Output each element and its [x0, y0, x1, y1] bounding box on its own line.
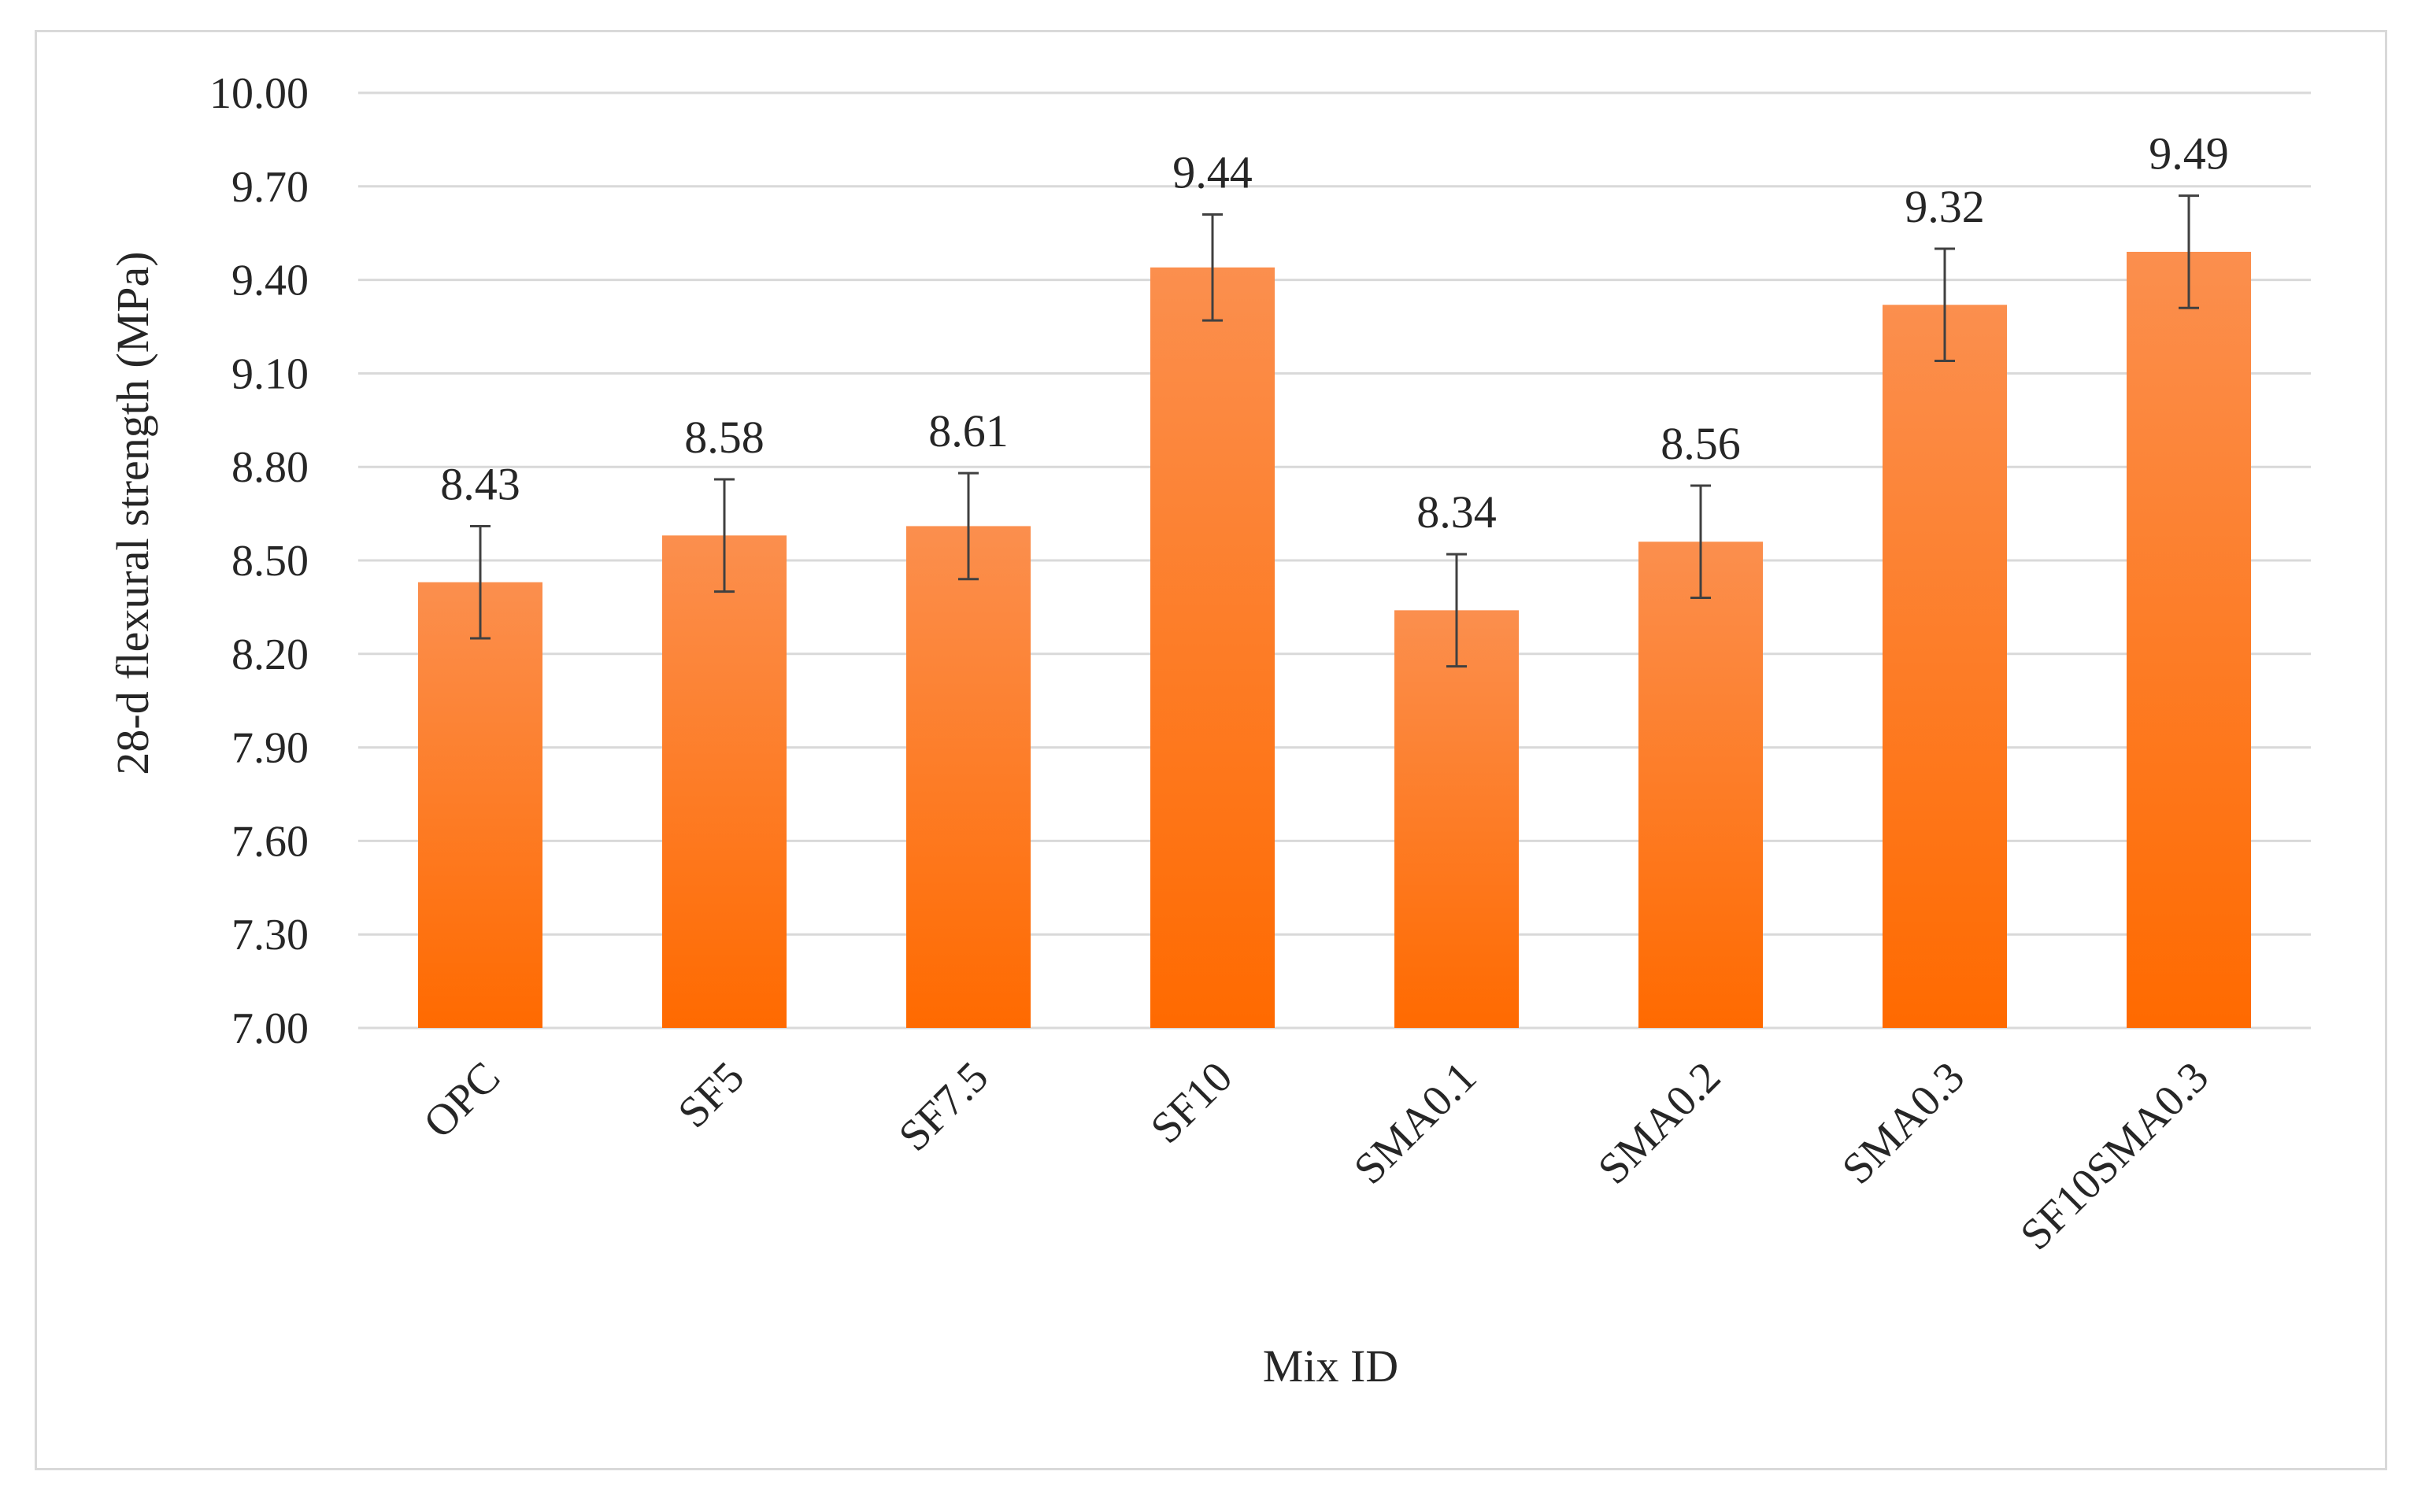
- bar-sma0-3: [1883, 305, 2007, 1028]
- error-bar: [1202, 213, 1223, 322]
- y-tick-label: 8.20: [231, 630, 309, 679]
- x-tick-label: SF10SMA0.3: [2011, 1052, 2218, 1259]
- data-label: 8.61: [928, 405, 1009, 457]
- y-tick-label: 9.40: [231, 257, 309, 305]
- x-tick-label: SMA0.2: [1589, 1052, 1730, 1193]
- y-tick-label: 9.70: [231, 163, 309, 212]
- bars: [418, 251, 2251, 1029]
- bar-opc: [418, 582, 542, 1028]
- y-tick-label: 9.10: [231, 349, 309, 398]
- bar-sf10sma0-3: [2127, 251, 2251, 1029]
- gridlines: [358, 91, 2311, 1030]
- error-bar: [714, 478, 735, 593]
- bar-sma0-2: [1638, 542, 1763, 1028]
- x-tick-label: SMA0.3: [1833, 1052, 1974, 1193]
- x-tick-label: OPC: [414, 1052, 509, 1148]
- error-bar: [1690, 484, 1711, 600]
- y-tick-label: 7.90: [231, 724, 309, 773]
- error-bar: [958, 471, 979, 581]
- data-label: 8.34: [1416, 486, 1497, 538]
- data-label: 8.43: [440, 458, 520, 509]
- y-tick-label: 7.60: [231, 817, 309, 866]
- bar-sf10: [1150, 267, 1275, 1028]
- data-label: 9.49: [2149, 128, 2229, 179]
- x-tick-label: SF5: [669, 1052, 754, 1137]
- bar-sma0-1: [1394, 610, 1519, 1028]
- x-axis-categories: OPC SF5 SF7.5 SF10 SMA0.1 SMA0.2 SMA0.3 SF10SMA…: [414, 1052, 2218, 1259]
- data-label: 8.56: [1661, 418, 1741, 469]
- y-tick-label: 10.00: [209, 69, 309, 118]
- y-tick-label: 7.00: [231, 1004, 309, 1053]
- error-bar: [470, 524, 491, 640]
- x-tick-label: SF7.5: [890, 1052, 998, 1160]
- y-tick-label: 8.50: [231, 537, 309, 586]
- x-tick-label: SF10: [1142, 1052, 1242, 1152]
- bar-sf5: [662, 535, 787, 1028]
- data-label: 9.44: [1172, 146, 1253, 198]
- data-label: 8.58: [684, 412, 765, 463]
- y-axis-ticks: 7.00 7.30 7.60 7.90 8.20 8.50 8.80 9.10 9.40 9.70…: [209, 69, 309, 1053]
- y-axis-title: 28-d flexural strength (MPa): [107, 251, 158, 774]
- error-bars: [470, 194, 2199, 668]
- x-tick-label: SMA0.1: [1345, 1052, 1486, 1193]
- error-bar: [2179, 194, 2199, 309]
- y-tick-label: 7.30: [231, 911, 309, 959]
- bar-sf7-5: [906, 526, 1031, 1028]
- x-axis-title: Mix ID: [1263, 1340, 1398, 1392]
- error-bar: [1446, 553, 1467, 668]
- data-label: 9.32: [1905, 181, 1985, 232]
- data-labels: 8.43 8.58 8.61 9.44 8.34 8.56 9.32 9.49: [440, 128, 2229, 538]
- error-bar: [1935, 247, 1955, 363]
- y-tick-label: 8.80: [231, 443, 309, 492]
